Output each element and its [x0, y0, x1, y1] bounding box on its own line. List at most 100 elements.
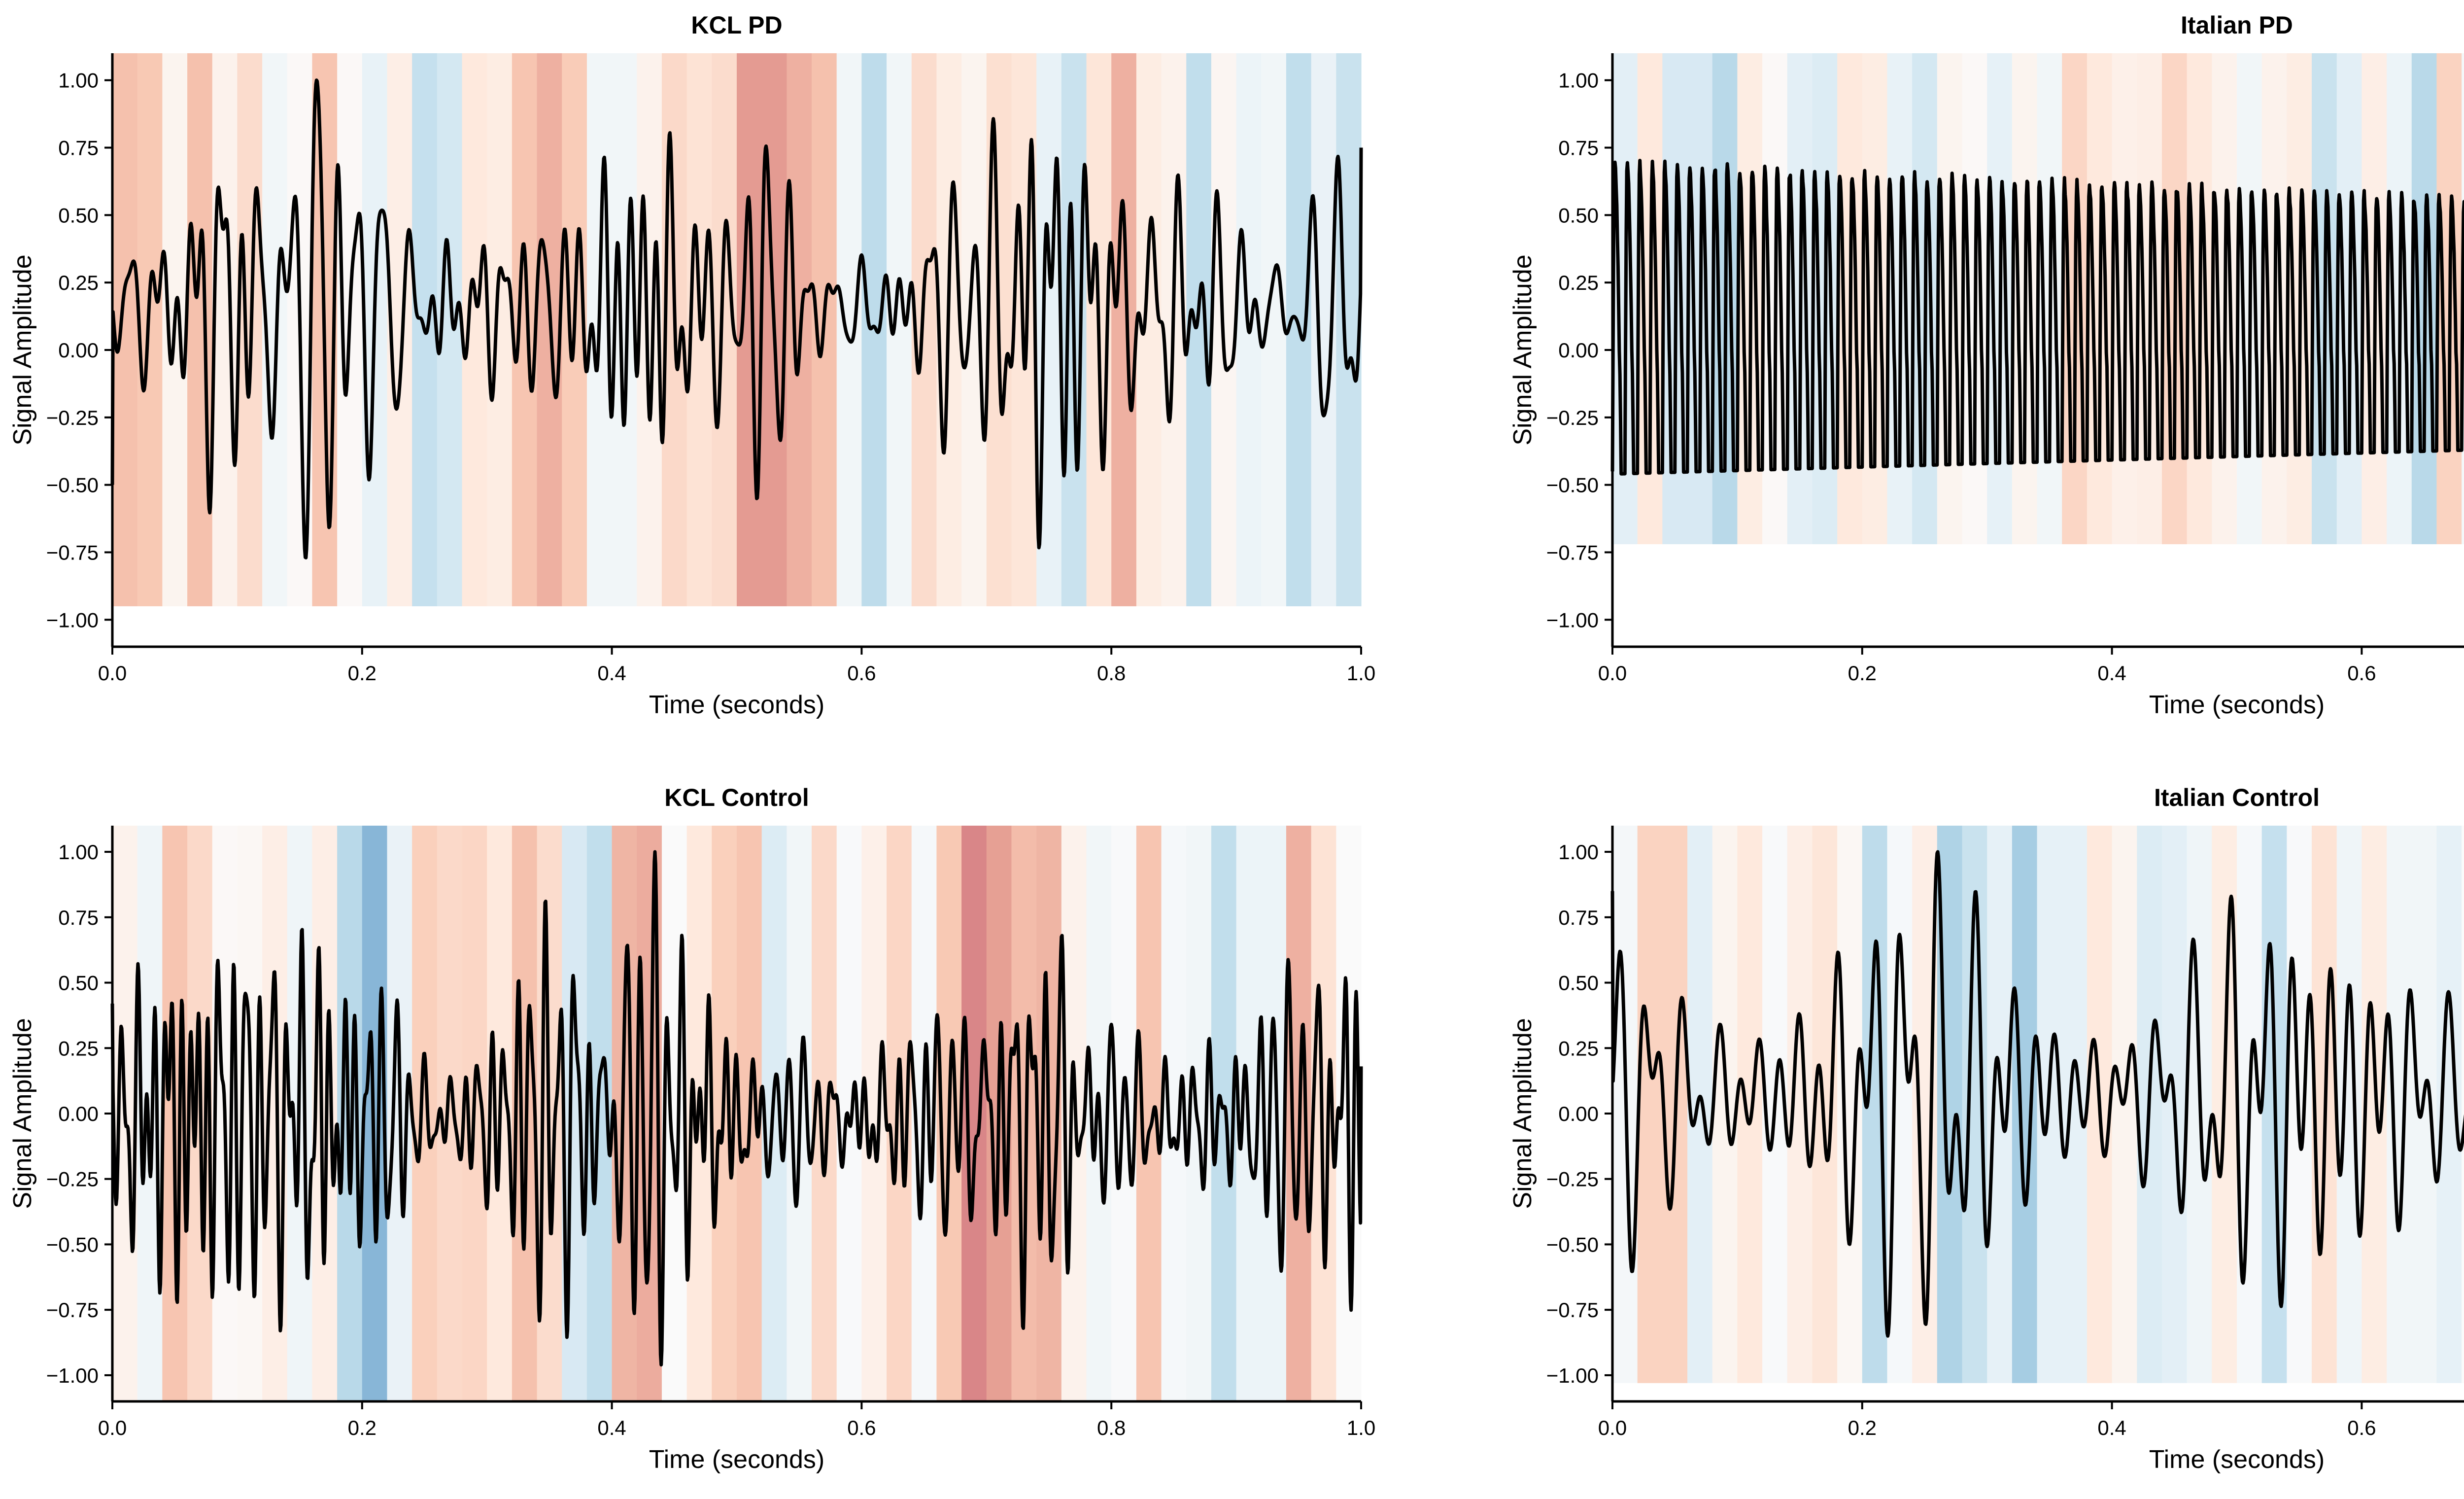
- attention-band: [187, 53, 213, 606]
- attention-band: [1161, 826, 1187, 1401]
- y-axis-label: Signal Amplitude: [8, 254, 37, 445]
- attention-band: [1336, 53, 1362, 606]
- signal-line: [110, 850, 1363, 1367]
- x-tick-label: 0.4: [597, 1416, 626, 1439]
- y-tick-label: 0.75: [1558, 137, 1599, 160]
- y-tick-label: 0.50: [1558, 972, 1599, 995]
- attention-band: [1687, 826, 1713, 1383]
- x-tick-label: 0.2: [1848, 662, 1877, 685]
- attention-band: [412, 826, 438, 1401]
- attention-band: [961, 53, 987, 606]
- x-axis-label: Time (seconds): [649, 1445, 824, 1474]
- signal-line: [1610, 159, 2464, 476]
- panel-title: Italian Control: [2154, 784, 2320, 811]
- attention-band: [2062, 826, 2088, 1383]
- x-tick-label: 1.0: [1347, 662, 1375, 685]
- y-tick-label: 0.50: [1558, 204, 1599, 227]
- y-tick-label: 0.00: [58, 339, 99, 362]
- x-axis-label: Time (seconds): [2149, 691, 2325, 719]
- x-tick-label: 0.0: [1598, 1416, 1627, 1439]
- attention-band: [512, 53, 538, 606]
- y-tick-label: 0.50: [58, 972, 99, 995]
- x-tick-label: 0.0: [98, 1416, 127, 1439]
- attention-band: [2012, 826, 2038, 1383]
- attention-band: [1136, 826, 1162, 1401]
- attention-band: [487, 53, 513, 606]
- attention-band: [836, 53, 862, 606]
- panel-italian-control: 0.00.20.40.60.81.0−1.00−0.75−0.50−0.250.…: [1508, 784, 2464, 1474]
- y-tick-label: −0.75: [46, 541, 99, 564]
- attention-band: [1787, 826, 1813, 1383]
- panel-title: Italian PD: [2181, 11, 2293, 39]
- attention-band: [2462, 826, 2464, 1383]
- attention-band: [2387, 826, 2412, 1383]
- y-axis-label: Signal Amplitude: [1508, 254, 1537, 445]
- y-tick-label: −0.75: [1546, 1298, 1599, 1322]
- x-tick-label: 0.2: [348, 1416, 376, 1439]
- panel-title: KCL PD: [691, 11, 782, 39]
- y-tick-label: −0.25: [1546, 1168, 1599, 1191]
- y-tick-label: −0.25: [1546, 406, 1599, 429]
- panel-italian-pd: 0.00.20.40.60.81.0−1.00−0.75−0.50−0.250.…: [1508, 11, 2464, 719]
- y-tick-label: 0.25: [58, 1037, 99, 1060]
- y-tick-label: −0.75: [1546, 541, 1599, 564]
- attention-band: [112, 53, 138, 606]
- y-tick-label: 0.00: [1558, 339, 1599, 362]
- x-axis-label: Time (seconds): [2149, 1445, 2325, 1474]
- x-tick-label: 0.4: [2097, 1416, 2126, 1439]
- y-axis-label: Signal Amplitude: [1508, 1018, 1537, 1209]
- x-tick-label: 0.4: [2097, 662, 2126, 685]
- attention-band: [462, 53, 487, 606]
- y-tick-label: 0.50: [58, 204, 99, 227]
- x-tick-label: 0.6: [2347, 1416, 2376, 1439]
- panel-kcl-pd: 0.0 0.2 0.4 0.6 0.8 1.0 −1.00 −0.75 −0.50 −0.25 0.…: [8, 11, 1375, 719]
- y-tick-label: 1.00: [58, 840, 99, 864]
- y-tick-label: 0.25: [1558, 271, 1599, 294]
- y-tick-label: −1.00: [1546, 1364, 1599, 1387]
- y-tick-label: 1.00: [1558, 840, 1599, 864]
- y-tick-label: −1.00: [46, 1364, 99, 1387]
- attention-band: [1837, 826, 1863, 1383]
- attention-band: [961, 826, 987, 1401]
- x-tick-label: 1.0: [1347, 1416, 1375, 1439]
- signal-line: [1610, 850, 2464, 1338]
- y-tick-label: −1.00: [1546, 608, 1599, 631]
- x-tick-label: 0.2: [348, 662, 376, 685]
- y-tick-label: 0.75: [58, 137, 99, 160]
- y-tick-label: −0.50: [1546, 1233, 1599, 1256]
- y-tick-label: 1.00: [58, 69, 99, 92]
- x-tick-label: 0.6: [2347, 662, 2376, 685]
- panel-title: KCL Control: [664, 784, 809, 811]
- attention-band: [137, 53, 163, 606]
- y-tick-label: −0.75: [46, 1298, 99, 1322]
- y-tick-label: −0.50: [46, 1233, 99, 1256]
- x-tick-label: 0.4: [597, 662, 626, 685]
- x-tick-label: 0.6: [847, 1416, 876, 1439]
- y-tick-label: 0.00: [1558, 1102, 1599, 1125]
- y-tick-label: −1.00: [46, 608, 99, 631]
- y-axis-label: Signal Amplitude: [8, 1018, 37, 1209]
- attention-band: [1712, 826, 1738, 1383]
- x-tick-label: 0.2: [1848, 1416, 1877, 1439]
- y-tick-label: 0.00: [58, 1102, 99, 1125]
- attention-band: [1111, 53, 1137, 606]
- y-tick-label: −0.25: [46, 1168, 99, 1191]
- y-tick-label: −0.25: [46, 406, 99, 429]
- x-tick-label: 0.8: [1097, 1416, 1126, 1439]
- y-tick-label: −0.50: [1546, 474, 1599, 497]
- y-tick-label: 0.75: [1558, 906, 1599, 929]
- x-tick-label: 0.8: [1097, 662, 1126, 685]
- x-tick-label: 0.0: [98, 662, 127, 685]
- y-tick-label: 0.75: [58, 906, 99, 929]
- attention-band: [1737, 826, 1763, 1383]
- attention-band: [1637, 826, 1663, 1383]
- y-tick-label: 1.00: [1558, 69, 1599, 92]
- y-tick-label: 0.25: [1558, 1037, 1599, 1060]
- panel-kcl-control: 0.0 0.2 0.4 0.6 0.8 1.0 −1.00 −0.75 −0.50 −0.25 0.…: [8, 784, 1375, 1474]
- y-tick-label: −0.50: [46, 474, 99, 497]
- attention-band: [2336, 826, 2362, 1383]
- signal-line: [110, 78, 1363, 559]
- y-tick-label: 0.25: [58, 271, 99, 294]
- x-axis-label: Time (seconds): [649, 691, 824, 719]
